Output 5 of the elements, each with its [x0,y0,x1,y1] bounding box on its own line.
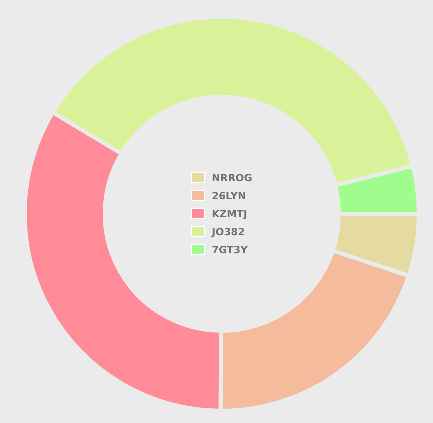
legend-label: JO382 [211,228,246,238]
legend-label: NRROG [212,174,252,184]
legend-label: 7GT3Y [212,246,249,256]
legend-label: 26LYN [212,192,246,202]
legend-label: KZMTJ [212,210,248,220]
